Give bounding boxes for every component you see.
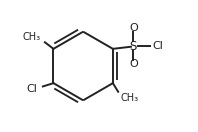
Text: Cl: Cl	[26, 84, 37, 95]
Text: S: S	[130, 40, 137, 53]
Text: CH₃: CH₃	[120, 93, 138, 103]
Text: O: O	[129, 23, 138, 33]
Text: Cl: Cl	[152, 41, 163, 51]
Text: CH₃: CH₃	[22, 32, 41, 42]
Text: O: O	[129, 59, 138, 69]
